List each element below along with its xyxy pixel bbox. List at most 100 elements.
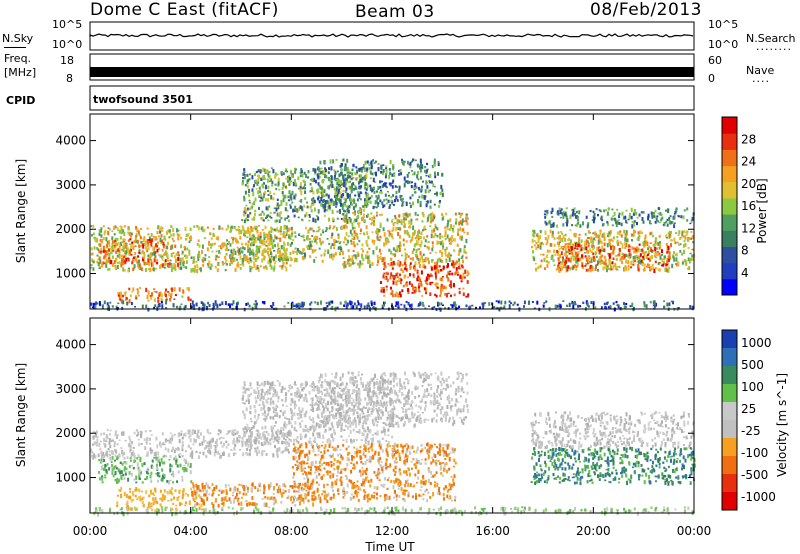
echo-cell: [214, 302, 217, 307]
echo-cell: [371, 221, 374, 224]
echo-cell: [420, 270, 423, 275]
echo-cell: [117, 291, 120, 295]
echo-cell: [395, 273, 398, 277]
echo-cell: [351, 172, 354, 176]
echo-cell: [170, 262, 173, 266]
echo-cell: [458, 249, 461, 254]
echo-cell: [616, 220, 619, 225]
echo-cell: [447, 307, 450, 310]
echo-cell: [424, 256, 427, 262]
echo-cell: [301, 218, 303, 221]
echo-cell: [396, 275, 399, 279]
echo-cell: [435, 294, 438, 298]
echo-cell: [591, 238, 594, 242]
echo-cell: [314, 168, 317, 174]
echo-cell: [200, 497, 203, 503]
echo-cell: [156, 230, 159, 235]
echo-cell: [161, 230, 164, 232]
echo-cell: [686, 267, 689, 270]
echo-cell: [453, 238, 456, 242]
echo-cell: [673, 213, 676, 215]
echo-cell: [122, 238, 125, 243]
echo-cell: [539, 264, 542, 268]
echo-cell: [352, 177, 355, 180]
echo-cell: [124, 291, 127, 294]
echo-cell: [90, 266, 93, 269]
echo-cell: [596, 246, 599, 251]
echo-cell: [439, 232, 442, 235]
echo-cell: [418, 261, 421, 265]
echo-cell: [625, 242, 628, 248]
echo-cell: [376, 237, 379, 241]
echo-cell: [99, 239, 102, 243]
echo-cell: [608, 306, 610, 309]
echo-cell: [576, 261, 579, 264]
echo-cell: [343, 224, 346, 230]
echo-cell: [341, 226, 344, 230]
echo-cell: [606, 211, 609, 216]
echo-cell: [319, 184, 321, 189]
echo-cell: [300, 497, 303, 499]
echo-cell: [172, 481, 175, 484]
echo-cell: [154, 238, 157, 241]
echo-cell: [135, 258, 138, 262]
echo-cell: [169, 259, 172, 262]
echo-cell: [537, 236, 540, 241]
echo-cell: [562, 300, 565, 302]
echo-cell: [246, 259, 249, 262]
echo-cell: [320, 196, 323, 202]
echo-cell: [419, 281, 422, 286]
echo-cell: [585, 215, 588, 219]
echo-cell: [422, 260, 424, 263]
echo-cell: [397, 245, 400, 248]
echo-cell: [121, 306, 124, 310]
echo-cell: [376, 254, 379, 258]
echo-cell: [391, 185, 394, 189]
echo-cell: [572, 302, 575, 306]
echo-cell: [346, 158, 349, 163]
echo-cell: [190, 256, 193, 259]
echo-cell: [642, 258, 645, 261]
echo-cell: [103, 454, 106, 458]
echo-cell: [113, 465, 116, 469]
echo-cell: [444, 229, 447, 233]
echo-cell: [434, 226, 437, 229]
echo-cell: [379, 256, 382, 259]
echo-cell: [562, 223, 565, 227]
echo-cell: [288, 190, 291, 194]
echo-cell: [627, 266, 630, 271]
echo-cell: [585, 268, 588, 272]
echo-cell: [445, 258, 448, 261]
echo-cell: [290, 496, 292, 501]
echo-cell: [419, 236, 422, 239]
echo-cell: [616, 231, 619, 235]
echo-cell: [636, 221, 638, 226]
echo-cell: [420, 283, 423, 287]
echo-cell: [441, 217, 444, 221]
echo-cell: [218, 489, 221, 492]
echo-cell: [346, 179, 349, 183]
echo-cell: [142, 256, 144, 262]
echo-cell: [523, 300, 526, 305]
echo-cell: [556, 237, 559, 240]
echo-cell: [295, 257, 298, 263]
echo-cell: [247, 302, 249, 306]
echo-cell: [431, 235, 434, 237]
echo-cell: [245, 399, 248, 402]
echo-cell: [653, 215, 656, 219]
echo-cell: [105, 450, 108, 454]
echo-cell: [560, 231, 563, 233]
echo-cell: [180, 244, 183, 249]
echo-cell: [465, 304, 468, 308]
echo-cell: [323, 160, 326, 164]
echo-cell: [96, 247, 99, 250]
echo-cell: [171, 487, 173, 490]
echo-cell: [273, 262, 276, 265]
echo-cell: [163, 235, 166, 240]
echo-cell: [136, 260, 139, 264]
echo-cell: [256, 249, 259, 253]
echo-cell: [397, 231, 400, 237]
echo-cell: [130, 301, 133, 306]
echo-cell: [100, 450, 103, 455]
echo-cell: [633, 247, 636, 250]
